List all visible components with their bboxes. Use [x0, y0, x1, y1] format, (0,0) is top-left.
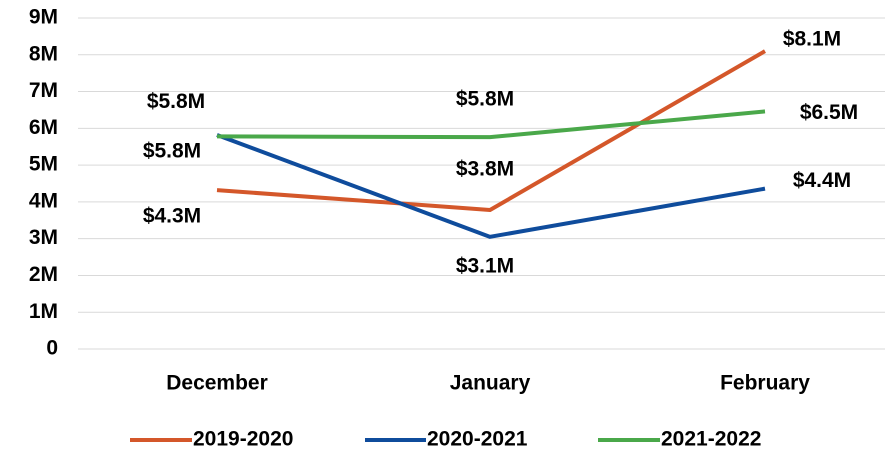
data-label: $3.8M [456, 158, 514, 181]
line [216, 49, 767, 212]
data-label: $5.8M [147, 90, 205, 113]
data-label: $4.4M [793, 169, 851, 192]
y-tick-label: 0 [46, 337, 58, 360]
data-label: $3.1M [456, 254, 514, 277]
y-tick-label: 9M [29, 6, 58, 29]
data-label: $5.8M [143, 140, 201, 163]
data-label: $5.8M [456, 88, 514, 111]
y-tick-label: 6M [29, 116, 58, 139]
y-tick-label: 3M [29, 226, 58, 249]
line [216, 109, 766, 140]
y-tick-label: 7M [29, 79, 58, 102]
line [216, 133, 766, 239]
y-tick-label: 8M [29, 42, 58, 65]
legend-label: 2021-2022 [661, 428, 761, 451]
x-tick-label: December [166, 372, 268, 395]
data-label: $6.5M [800, 101, 858, 124]
y-tick-label: 5M [29, 153, 58, 176]
data-label: $4.3M [143, 205, 201, 228]
y-tick-label: 2M [29, 263, 58, 286]
legend-label: 2019-2020 [193, 428, 293, 451]
data-label: $8.1M [783, 28, 841, 51]
y-tick-label: 4M [29, 189, 58, 212]
x-tick-label: February [720, 372, 810, 395]
legend-label: 2020-2021 [427, 428, 528, 451]
x-tick-label: January [450, 372, 531, 395]
y-tick-label: 1M [29, 300, 58, 323]
